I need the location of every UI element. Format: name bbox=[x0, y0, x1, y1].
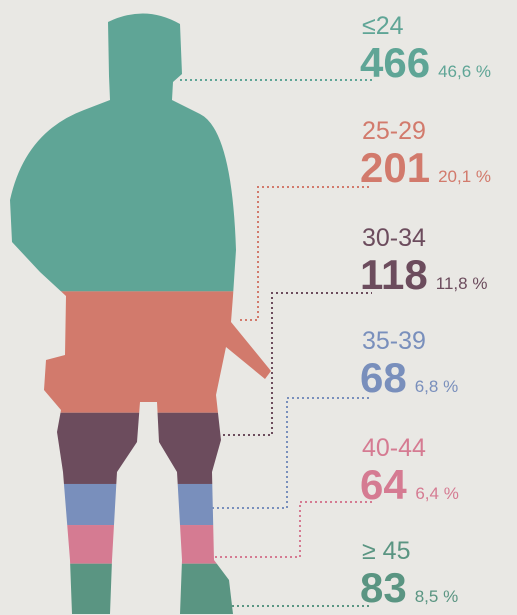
count: 466 bbox=[360, 39, 430, 86]
age-band bbox=[0, 484, 300, 525]
age-band bbox=[0, 413, 300, 484]
infographic: ≤24466 46,6 % 25-29201 20,1 % 30-34118 11,8 %… bbox=[0, 0, 517, 615]
percent: 6,4 % bbox=[415, 484, 458, 503]
connector bbox=[218, 293, 372, 435]
percent: 11,8 % bbox=[436, 274, 488, 293]
percent: 8,5 % bbox=[415, 587, 458, 606]
count: 83 bbox=[360, 564, 407, 611]
age-band bbox=[0, 291, 300, 412]
count: 201 bbox=[360, 144, 430, 191]
age-band bbox=[0, 10, 300, 291]
connector bbox=[212, 398, 372, 508]
age-label: 25-29 bbox=[362, 117, 426, 145]
count: 64 bbox=[360, 461, 407, 508]
percent: 6,8 % bbox=[415, 377, 458, 396]
percent: 20,1 % bbox=[438, 167, 491, 186]
age-label: 30-34 bbox=[362, 224, 426, 252]
percent: 46,6 % bbox=[438, 62, 491, 81]
count: 118 bbox=[360, 251, 428, 298]
age-label: ≥ 45 bbox=[362, 537, 410, 565]
silhouette bbox=[0, 10, 300, 615]
connector bbox=[240, 187, 372, 320]
age-label: 40-44 bbox=[362, 434, 426, 462]
age-label: 35-39 bbox=[362, 327, 426, 355]
connector bbox=[210, 502, 372, 557]
count: 68 bbox=[360, 354, 407, 401]
age-band bbox=[0, 564, 300, 615]
age-label: ≤24 bbox=[362, 12, 404, 40]
